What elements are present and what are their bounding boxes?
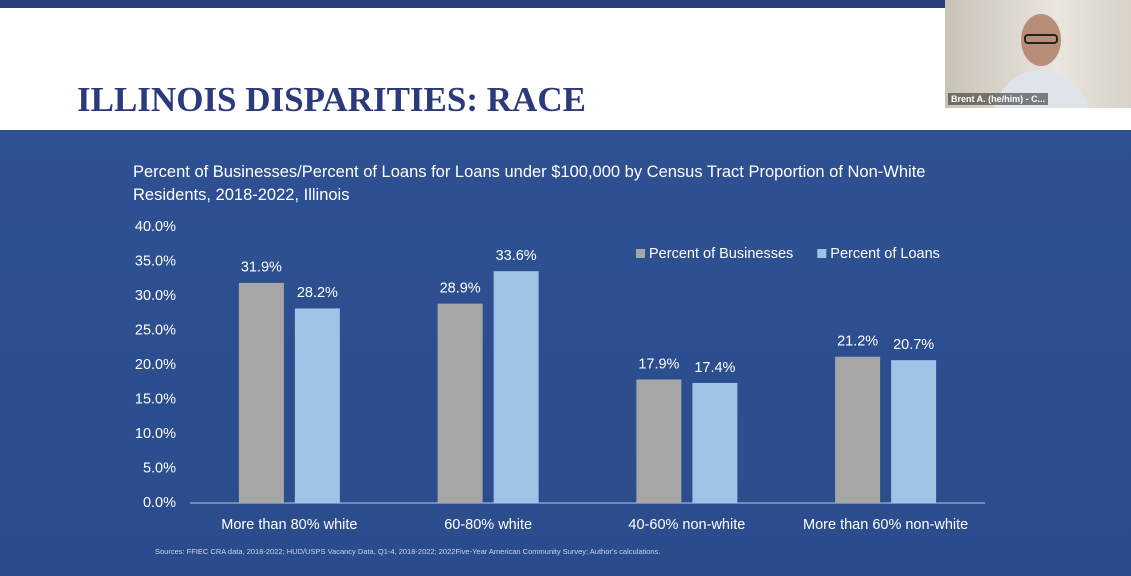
bar bbox=[294, 308, 340, 503]
x-tick-label: More than 80% white bbox=[221, 517, 357, 533]
value-label: 20.7% bbox=[893, 337, 934, 353]
bar bbox=[238, 282, 284, 503]
bar bbox=[636, 379, 682, 503]
value-label: 21.2% bbox=[837, 334, 878, 350]
slide-title: ILLINOIS DISPARITIES: RACE bbox=[77, 80, 586, 119]
y-tick-label: 15.0% bbox=[135, 391, 176, 407]
legend-swatch bbox=[636, 249, 645, 258]
bar bbox=[891, 360, 937, 503]
legend-swatch bbox=[817, 249, 827, 258]
value-label: 31.9% bbox=[241, 260, 282, 276]
bar bbox=[692, 382, 738, 503]
value-label: 33.6% bbox=[496, 248, 537, 264]
body bbox=[993, 70, 1089, 108]
source-note: Sources: FFIEC CRA data, 2018-2022; HUD/… bbox=[155, 547, 661, 556]
legend-label: Percent of Loans bbox=[830, 246, 940, 262]
value-label: 28.9% bbox=[440, 280, 481, 296]
chart-title: Percent of Businesses/Percent of Loans f… bbox=[133, 163, 926, 204]
bar bbox=[437, 303, 483, 503]
y-tick-label: 35.0% bbox=[135, 253, 176, 269]
video-tile[interactable]: Brent A. (he/him) - C... bbox=[945, 0, 1131, 108]
value-label: 17.4% bbox=[694, 360, 735, 376]
slide-body bbox=[0, 130, 1131, 576]
legend-label: Percent of Businesses bbox=[649, 246, 793, 262]
y-tick-label: 20.0% bbox=[135, 357, 176, 373]
bar bbox=[493, 271, 539, 503]
x-tick-label: More than 60% non-white bbox=[803, 517, 968, 533]
head bbox=[1021, 14, 1061, 66]
bar bbox=[835, 356, 881, 503]
y-tick-label: 40.0% bbox=[135, 219, 176, 235]
y-tick-label: 0.0% bbox=[143, 495, 176, 511]
y-tick-label: 25.0% bbox=[135, 322, 176, 338]
y-tick-label: 10.0% bbox=[135, 426, 176, 442]
x-tick-label: 60-80% white bbox=[444, 517, 532, 533]
value-label: 28.2% bbox=[297, 285, 338, 301]
glasses bbox=[1024, 34, 1058, 44]
participant bbox=[993, 14, 1089, 108]
participant-name: Brent A. (he/him) - C... bbox=[948, 93, 1049, 105]
value-label: 17.9% bbox=[638, 356, 679, 372]
top-bar bbox=[0, 0, 945, 8]
y-tick-label: 5.0% bbox=[143, 460, 176, 476]
x-tick-label: 40-60% non-white bbox=[628, 517, 745, 533]
y-tick-label: 30.0% bbox=[135, 288, 176, 304]
